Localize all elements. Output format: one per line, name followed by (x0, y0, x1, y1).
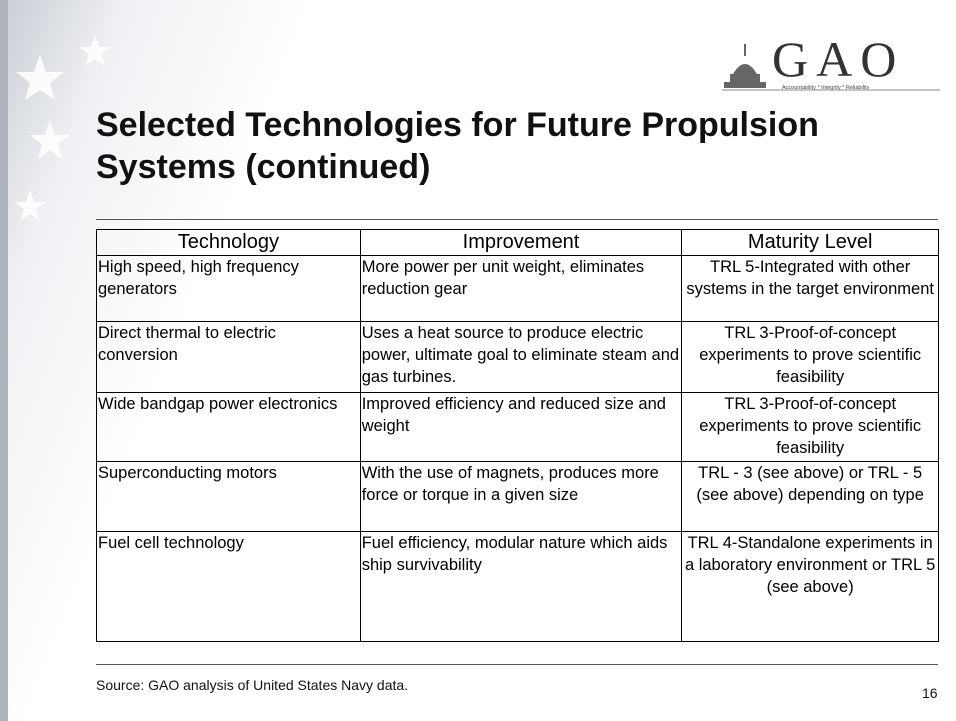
logo-tagline: Accountability * Integrity * Reliability (782, 85, 870, 91)
table-row: Wide bandgap power electronics Improved e… (96, 392, 939, 462)
table-cell: Improved efficiency and reduced size and… (359, 392, 683, 462)
table-body: High speed, high frequency generators Mor… (96, 255, 939, 642)
table-cell: TRL 3-Proof-of-concept experiments to pr… (681, 392, 939, 462)
header-row: Technology Improvement Maturity Level (96, 229, 939, 256)
title-rule (96, 219, 938, 220)
table-cell: Fuel efficiency, modular nature which ai… (359, 531, 683, 642)
capitol-icon (724, 44, 766, 88)
table-cell: Uses a heat source to produce electric p… (359, 321, 683, 393)
table-cell: High speed, high frequency generators (96, 255, 361, 322)
table-row: Fuel cell technology Fuel efficiency, mod… (96, 531, 939, 642)
footer-rule (96, 664, 938, 665)
table-row: Superconducting motors With the use of ma… (96, 461, 939, 532)
table-row: High speed, high frequency generators Mor… (96, 255, 939, 322)
table-cell: TRL 3-Proof-of-concept experiments to pr… (681, 321, 939, 393)
table-row: Direct thermal to electric conversion Use… (96, 321, 939, 393)
table-cell: TRL 5-Integrated with other systems in t… (681, 255, 939, 322)
table-cell: Fuel cell technology (96, 531, 361, 642)
header-cell: Technology (96, 229, 361, 256)
table-cell: Direct thermal to electric conversion (96, 321, 361, 393)
logo-text: GAO (772, 31, 905, 87)
table-cell: Wide bandgap power electronics (96, 392, 361, 462)
left-edge (0, 0, 8, 721)
technology-table: Technology Improvement Maturity Level High… (96, 229, 939, 642)
header-cell: Improvement (359, 229, 683, 256)
stars (14, 35, 111, 221)
source-note: Source: GAO analysis of United States Na… (96, 677, 409, 693)
table-cell: TRL 4-Standalone experiments in a labora… (681, 531, 939, 642)
table-cell: With the use of magnets, produces more f… (359, 461, 683, 532)
table-cell: Superconducting motors (96, 461, 361, 532)
page-number: 16 (922, 685, 938, 701)
table-cell: More power per unit weight, eliminates r… (359, 255, 683, 322)
slide-title: Selected Technologies for Future Propuls… (96, 106, 819, 186)
header-cell: Maturity Level (681, 229, 939, 256)
table-cell: TRL - 3 (see above) or TRL - 5 (see abov… (681, 461, 939, 532)
